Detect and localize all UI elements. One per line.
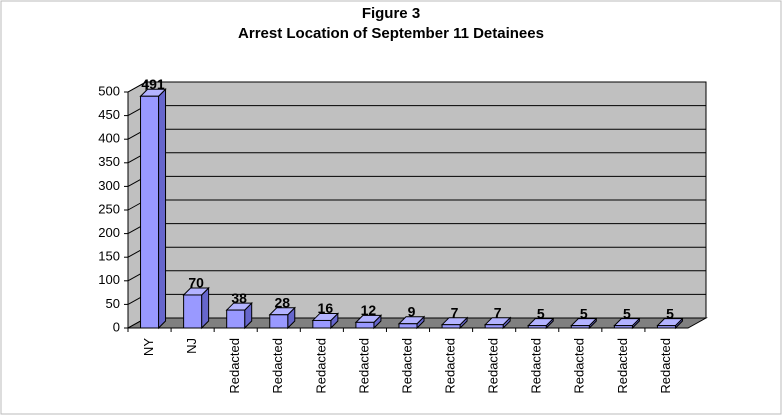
x-tick-label: Redacted	[313, 338, 328, 394]
value-label: 5	[666, 305, 674, 321]
x-tick-label: Redacted	[486, 338, 501, 394]
x-tick-label: Redacted	[227, 338, 242, 394]
y-tick-label: 500	[98, 83, 120, 98]
value-label: 12	[361, 302, 377, 318]
x-tick-label: NY	[141, 338, 156, 356]
x-tick-label: Redacted	[658, 338, 673, 394]
bar-side	[158, 88, 167, 330]
value-label: 7	[494, 304, 502, 320]
y-tick-label: 350	[98, 154, 120, 169]
value-label: 5	[623, 305, 631, 321]
value-label: 7	[451, 304, 459, 320]
bar	[398, 323, 418, 329]
y-tick-label: 50	[106, 296, 120, 311]
x-tick-label: Redacted	[270, 338, 285, 394]
y-tick-label: 300	[98, 178, 120, 193]
x-tick-label: Redacted	[572, 338, 587, 394]
chart-title: Figure 3	[362, 5, 420, 22]
y-tick-label: 150	[98, 249, 120, 264]
x-tick-label: NJ	[184, 338, 199, 354]
y-tick-label: 250	[98, 201, 120, 216]
value-label: 9	[408, 303, 416, 319]
bar	[183, 294, 203, 329]
x-tick-label: Redacted	[615, 338, 630, 394]
bar	[312, 319, 332, 329]
x-tick-label: Redacted	[399, 338, 414, 394]
y-tick-label: 200	[98, 225, 120, 240]
value-label: 491	[141, 76, 165, 92]
x-tick-label: Redacted	[529, 338, 544, 394]
y-tick-label: 0	[113, 319, 120, 334]
y-tick-label: 400	[98, 131, 120, 146]
value-label: 28	[274, 294, 290, 310]
grid-line-side	[127, 81, 147, 93]
value-label: 5	[537, 305, 545, 321]
bar	[355, 321, 375, 329]
bar	[226, 309, 246, 329]
x-tick-label: Redacted	[356, 338, 371, 394]
bar	[269, 314, 289, 329]
value-label: 16	[318, 300, 334, 316]
value-label: 70	[188, 275, 204, 291]
value-label: 38	[231, 290, 247, 306]
y-tick-label: 450	[98, 107, 120, 122]
y-tick-label: 100	[98, 272, 120, 287]
value-label: 5	[580, 305, 588, 321]
chart-subtitle: Arrest Location of September 11 Detainee…	[238, 25, 544, 42]
bar	[140, 95, 160, 329]
x-tick-label: Redacted	[443, 338, 458, 394]
